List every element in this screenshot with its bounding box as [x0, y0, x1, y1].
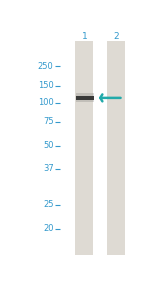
Bar	[76, 96, 94, 100]
Text: 25: 25	[43, 200, 54, 209]
Bar	[75, 41, 93, 255]
Text: 75: 75	[43, 117, 54, 126]
Text: 100: 100	[38, 98, 54, 107]
Text: 37: 37	[43, 164, 54, 173]
Text: 2: 2	[113, 32, 119, 41]
Bar	[76, 93, 94, 102]
Text: 150: 150	[38, 81, 54, 91]
Text: 250: 250	[38, 62, 54, 71]
Text: 20: 20	[43, 224, 54, 233]
Text: 1: 1	[82, 32, 87, 41]
Text: 50: 50	[43, 141, 54, 150]
Bar	[107, 41, 125, 255]
